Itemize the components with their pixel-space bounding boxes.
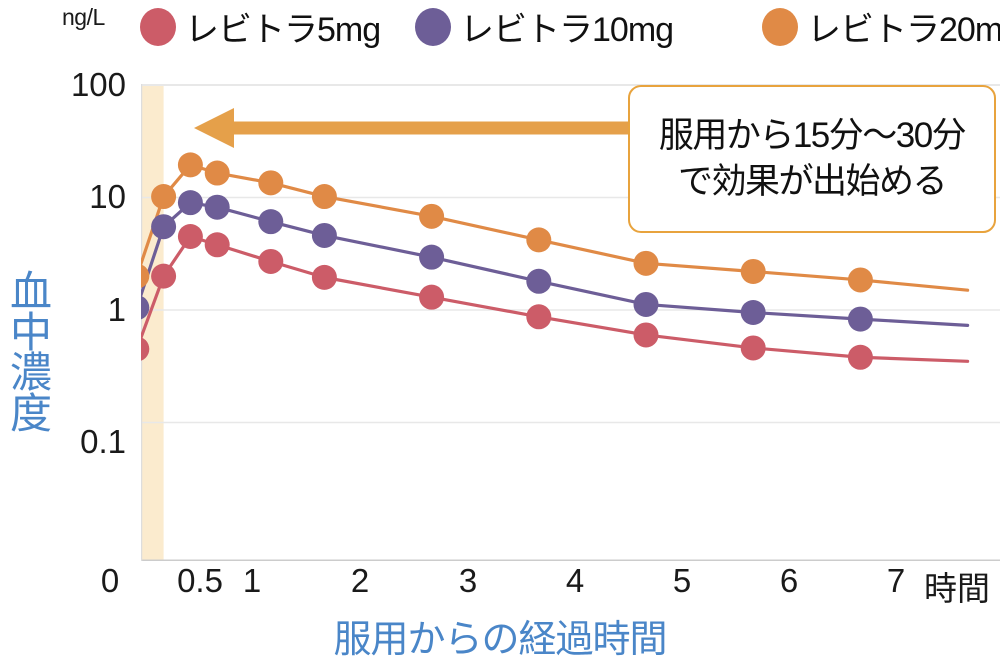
data-point-0-1.5[interactable] [258,248,284,274]
y-tick-0.1: 0.1 [80,423,126,460]
data-point-1-5[interactable] [633,291,659,317]
data-point-2-5[interactable] [633,250,659,276]
x-tick-4: 4 [565,562,585,599]
data-point-0-2[interactable] [311,264,337,290]
data-point-0-1[interactable] [204,232,230,258]
annotation-line-1: 服用から15分〜30分 [658,115,967,155]
data-point-1-0.5[interactable] [151,214,177,240]
data-point-0-6[interactable] [740,335,766,361]
data-point-0-3[interactable] [419,284,445,310]
y-axis-title: 血 中 濃 度 [4,268,58,438]
y-axis-title-char-2: 濃 [9,349,52,397]
x-tick-1: 1 [242,562,262,599]
legend-item-20mg[interactable]: レビトラ20mg [762,2,1000,51]
y-tick-10: 10 [89,178,126,215]
data-point-2-1.5[interactable] [258,170,284,196]
data-point-1-4[interactable] [526,268,552,294]
x-axis-title: 服用からの経過時間 [333,619,667,661]
data-point-0-0.75[interactable] [177,224,203,250]
highlight-band [141,84,164,561]
data-point-2-7[interactable] [847,267,873,293]
data-point-1-6[interactable] [740,300,766,326]
data-point-1-0.75[interactable] [177,190,203,216]
data-point-0-7[interactable] [847,344,873,370]
data-point-2-6[interactable] [740,258,766,284]
data-point-0-4[interactable] [526,304,552,330]
y-tick-100: 100 [70,66,126,103]
legend-dot-20mg [762,7,798,46]
x-tick-0.5: 0.5 [177,562,223,599]
legend-label-5mg: レビトラ5mg [185,11,381,49]
data-point-2-0.75[interactable] [177,152,203,178]
x-tick-7: 7 [886,562,906,599]
chart-canvas [141,84,1000,561]
plot-area [141,84,1000,561]
legend-item-5mg[interactable]: レビトラ5mg [140,2,381,51]
legend-label-10mg: レビトラ10mg [460,11,674,49]
data-point-2-4[interactable] [526,227,552,253]
x-tick-3: 3 [458,562,478,599]
x-tick-6: 6 [779,562,799,599]
data-point-1-0.25[interactable] [141,295,150,320]
legend-label-20mg: レビトラ20mg [807,11,1000,49]
data-point-2-0.25[interactable] [141,264,150,289]
x-axis-unit-label: 時間 [924,570,990,607]
data-point-2-1[interactable] [204,160,230,186]
legend-dot-10mg [415,7,451,46]
annotation-line-2: で効果が出始める [677,162,948,201]
legend-item-10mg[interactable]: レビトラ10mg [415,2,674,51]
annotation-callout: 服用から15分〜30分 で効果が出始める [628,85,996,233]
x-tick-0: 0 [100,562,120,599]
y-axis-ticks: 100 10 1 0.1 [0,0,134,560]
y-tick-1: 1 [107,291,126,328]
data-point-0-0.5[interactable] [151,263,177,289]
data-point-1-7[interactable] [847,306,873,332]
data-point-2-2[interactable] [311,184,337,210]
y-axis-title-char-0: 血 [9,268,52,315]
y-axis-unit-label: ng/L [62,4,105,30]
data-point-1-3[interactable] [419,244,445,270]
x-tick-2: 2 [350,562,370,599]
data-point-1-1.5[interactable] [258,209,284,235]
x-tick-5: 5 [672,562,692,599]
data-point-0-5[interactable] [633,322,659,348]
y-axis-title-char-1: 中 [9,308,52,356]
data-point-2-3[interactable] [419,203,445,229]
data-point-1-2[interactable] [311,222,337,248]
data-point-1-1[interactable] [204,194,230,220]
legend-dot-5mg [140,7,176,46]
chart-legend: ng/L レビトラ5mg レビトラ10mg レビトラ20mg [0,0,1000,52]
y-axis-title-char-3: 度 [9,390,52,438]
data-point-2-0.5[interactable] [151,184,177,210]
data-point-0-0.25[interactable] [141,337,150,362]
